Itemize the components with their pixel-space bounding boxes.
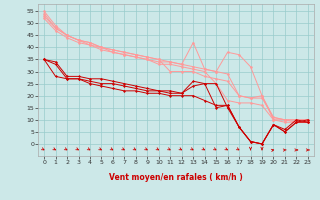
X-axis label: Vent moyen/en rafales ( km/h ): Vent moyen/en rafales ( km/h ) [109, 174, 243, 183]
